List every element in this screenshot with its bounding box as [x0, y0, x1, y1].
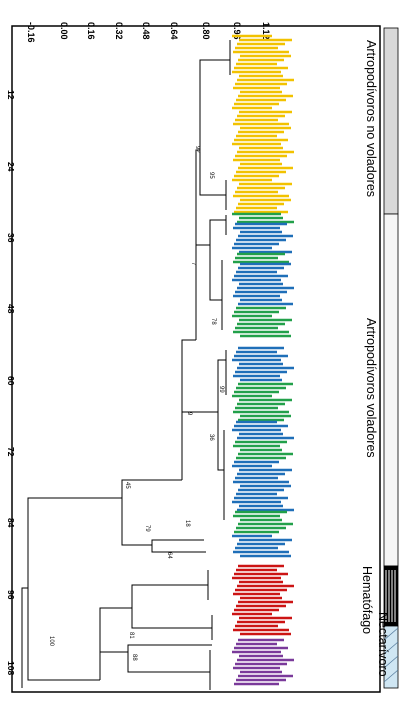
legend-label-no-voladores: Artropodívoros no voladores — [364, 40, 378, 197]
tree-branch — [27, 588, 100, 681]
left-tick-label: 72 — [6, 447, 16, 457]
tree-branch — [209, 245, 222, 301]
top-tick-label: 0.16 — [86, 22, 96, 40]
top-tick-label: 0.00 — [59, 22, 69, 40]
top-tick-label: 0.80 — [201, 22, 211, 40]
tree-branch — [181, 411, 218, 480]
top-tick-label: -0.16 — [26, 22, 36, 43]
tree-branch — [27, 497, 122, 588]
node-labels: 100 81 88 45 79 64 18 9 7 36 92 95 99 78 — [48, 146, 224, 661]
left-tick-label: 12 — [6, 90, 16, 100]
plot-frame — [11, 25, 381, 693]
left-tick-label: 60 — [6, 376, 16, 386]
dendrogram-tree — [21, 40, 231, 690]
node-label: 95 — [208, 172, 214, 179]
left-tick-label: 36 — [6, 233, 16, 243]
tree-branch — [151, 539, 206, 553]
node-label: 88 — [131, 654, 137, 661]
legend-label-voladores: Artropodívoros voladores — [364, 318, 378, 458]
tree-branch — [181, 339, 196, 480]
tree-branch — [131, 608, 212, 629]
legend-label-hematofago: Hematófago — [360, 566, 374, 634]
node-label: 92 — [194, 146, 200, 153]
node-label: 81 — [128, 632, 134, 639]
tip-bars — [232, 34, 294, 686]
tree-branch — [217, 359, 226, 412]
node-label: 64 — [166, 552, 172, 559]
tree-branch — [121, 479, 182, 498]
node-label: 78 — [210, 318, 216, 325]
legend-label-nectarivoro: Nectarívoro — [376, 612, 390, 677]
tree-branch — [99, 651, 128, 680]
top-tick-label: 0.32 — [114, 22, 124, 40]
tree-branch — [199, 150, 226, 196]
tree-branch — [131, 584, 208, 608]
top-tick-label: 0.64 — [169, 22, 179, 40]
tree-branch — [99, 607, 132, 680]
top-tick-label: 1.12 — [261, 22, 271, 40]
legend-strip: Artropodívoros no voladores Artropodívor… — [360, 27, 399, 689]
tree-branch — [209, 219, 226, 245]
top-tick-label: 0.48 — [141, 22, 151, 40]
node-label: 100 — [48, 636, 54, 647]
left-tick-label: 24 — [6, 162, 16, 172]
tree-branch — [207, 40, 231, 690]
tree-branch — [217, 412, 224, 471]
tree-branch — [21, 587, 28, 688]
tree-branch — [127, 644, 212, 673]
node-label: 79 — [144, 525, 150, 532]
node-label: 45 — [124, 482, 130, 489]
node-label: 18 — [184, 520, 190, 527]
legend-box-no-voladores — [383, 27, 399, 215]
node-label: 36 — [208, 434, 214, 441]
tree-branch — [199, 59, 230, 150]
left-tick-label: 96 — [6, 590, 16, 600]
left-axis: 12 24 36 48 60 72 84 96 108 — [6, 90, 16, 675]
top-tick-label: 0.96 — [232, 22, 242, 40]
left-tick-label: 84 — [6, 518, 16, 528]
node-label: 7 — [190, 262, 196, 266]
legend-box-voladores — [383, 213, 399, 567]
tree-branch — [195, 244, 210, 340]
tree-branch — [121, 498, 152, 546]
left-tick-label: 48 — [6, 304, 16, 314]
node-label: 9 — [186, 412, 192, 416]
top-axis: -0.16 0.00 0.16 0.32 0.48 0.64 0.80 0.96… — [26, 22, 271, 43]
left-tick-label: 108 — [6, 661, 16, 675]
node-label: 99 — [218, 386, 224, 393]
